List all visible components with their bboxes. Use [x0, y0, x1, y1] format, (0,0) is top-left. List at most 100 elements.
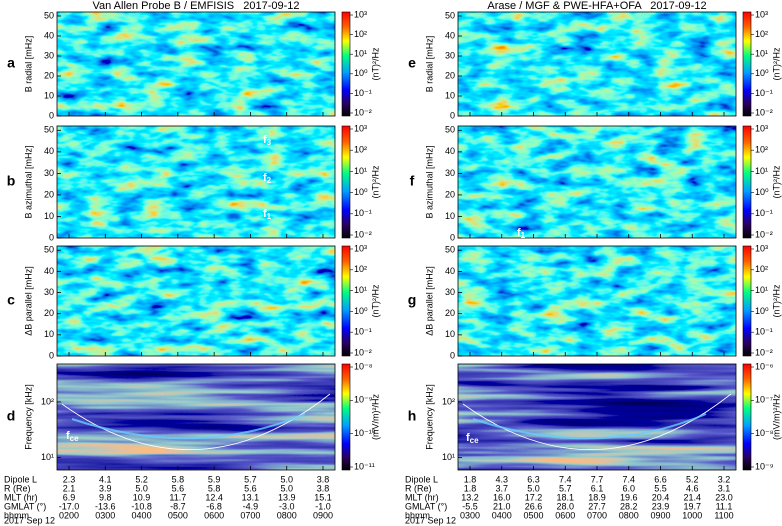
y-tick-label: 0 — [450, 232, 455, 242]
y-axis-label: B radial [mHz] — [23, 36, 33, 93]
ephemeris-label: hhmm — [405, 510, 430, 520]
annotation-base: f — [466, 432, 470, 444]
spectrogram — [458, 126, 736, 238]
ephemeris-value: 5.0 — [135, 483, 148, 493]
ephemeris-value: 5.5 — [654, 483, 667, 493]
ephemeris-value: 0600 — [555, 510, 575, 520]
y-tick-label: 40 — [44, 146, 54, 156]
colorbar — [742, 125, 752, 239]
y-tick-label: 10² — [41, 396, 54, 406]
y-tick-label: 30 — [44, 287, 54, 297]
y-tick-label: 40 — [44, 30, 54, 40]
panel-letter: g — [408, 292, 417, 308]
ephemeris-value: 5.8 — [208, 483, 221, 493]
colorbar-tick-label: 10⁰ — [354, 306, 368, 316]
ephemeris-value: -4.9 — [243, 501, 259, 511]
ephemeris-value: 10.9 — [133, 492, 151, 502]
y-tick-label: 30 — [445, 287, 455, 297]
ephemeris-value: 16.0 — [493, 492, 511, 502]
ephemeris-value: 13.9 — [278, 492, 296, 502]
ephemeris-value: 5.9 — [208, 474, 221, 484]
ephemeris-value: 7.7 — [591, 474, 604, 484]
annotation-sub: 2 — [267, 176, 272, 185]
ephemeris-value: 5.6 — [244, 483, 257, 493]
y-tick-label: 50 — [44, 125, 54, 135]
ephemeris-value: 4.6 — [686, 483, 699, 493]
y-axis-label: B radial [mHz] — [424, 36, 434, 93]
colorbar-tick-label: 10⁻⁹ — [755, 461, 774, 471]
ephemeris-value: 0800 — [277, 510, 297, 520]
colorbar-label: (nT)²/Hz — [771, 47, 781, 80]
colorbar-tick-label: 10² — [354, 264, 367, 274]
ephemeris-value: 18.1 — [556, 492, 574, 502]
ephemeris-value: -8.7 — [170, 501, 186, 511]
emission-band — [71, 413, 306, 440]
ephemeris-value: 28.2 — [620, 501, 638, 511]
colorbar-tick-label: 10⁻² — [354, 229, 372, 239]
ephemeris-value: 2.1 — [63, 483, 76, 493]
ephemeris-value: 3.1 — [718, 483, 731, 493]
ephemeris-value: 1.8 — [464, 474, 477, 484]
colorbar-tick-label: 10¹ — [755, 285, 768, 295]
ephemeris-value: 0200 — [59, 510, 79, 520]
annotation-base: f — [263, 134, 267, 146]
spectrogram — [458, 12, 736, 116]
ephemeris-value: -5.5 — [462, 501, 478, 511]
y-tick-label: 40 — [445, 146, 455, 156]
colorbar-tick-label: 10⁻¹ — [755, 88, 773, 98]
ephemeris-value: 15.1 — [314, 492, 332, 502]
annotation-sub: ce — [470, 436, 479, 445]
ephemeris-value: -6.8 — [206, 501, 222, 511]
colorbar-tick-label: 10⁻¹ — [354, 327, 372, 337]
y-tick-label: 20 — [445, 308, 455, 318]
y-axis-label: Frequency [kHz] — [424, 384, 434, 450]
ephemeris-label: R (Re) — [405, 483, 432, 493]
annotation: fce — [66, 430, 79, 443]
ephemeris-date: 2017 Sep 12 — [405, 515, 456, 525]
column-title: Van Allen Probe B / EMFISIS 2017-09-12 — [92, 0, 299, 12]
panel-letter: f — [410, 173, 415, 189]
colorbar-tick-label: 10⁻² — [354, 347, 372, 357]
ephemeris-value: 1100 — [714, 510, 733, 520]
ephemeris-label: MLT (hr) — [405, 492, 439, 502]
spectrogram — [57, 364, 335, 470]
y-tick-label: 0 — [450, 350, 455, 360]
ephemeris-value: 6.9 — [63, 492, 76, 502]
ephemeris-value: -13.6 — [95, 501, 116, 511]
colorbar-tick-label: 10² — [755, 264, 768, 274]
y-axis-label: B azimuthal [mHz] — [23, 145, 33, 218]
colorbar-label: (nT)²/Hz — [771, 165, 781, 198]
colorbar-label: (nT)²/Hz — [370, 165, 380, 198]
ephemeris-value: 3.8 — [317, 474, 330, 484]
column-title: Arase / MGF & PWE-HFA+OFA 2017-09-12 — [487, 0, 706, 12]
ephemeris-value: 2.3 — [63, 474, 76, 484]
ephemeris-value: 23.9 — [652, 501, 670, 511]
colorbar-label: (nT)²/Hz — [771, 284, 781, 317]
y-tick-label: 50 — [445, 10, 455, 20]
colorbar — [341, 363, 351, 471]
ephemeris-value: 6.0 — [622, 483, 635, 493]
annotation-base: f — [263, 208, 267, 220]
colorbar-tick-label: 10⁰ — [755, 68, 769, 78]
ephemeris-value: 0900 — [313, 510, 333, 520]
panel-letter: e — [408, 55, 416, 71]
colorbar-tick-label: 10⁻¹ — [354, 208, 372, 218]
ephemeris-value: 5.0 — [527, 483, 540, 493]
ephemeris-value: 5.2 — [686, 474, 699, 484]
colorbar-tick-label: 10⁰ — [755, 306, 769, 316]
colorbar-tick-label: 10⁻² — [755, 107, 773, 117]
y-tick-label: 20 — [44, 189, 54, 199]
colorbar-tick-label: 10⁻⁹ — [354, 395, 373, 405]
colorbar-label: (mV/m)²/Hz — [370, 394, 380, 440]
ephemeris-value: 23.0 — [715, 492, 733, 502]
ephemeris-value: -3.0 — [279, 501, 295, 511]
panel-letter: h — [408, 408, 417, 424]
ephemeris-value: 0800 — [619, 510, 639, 520]
colorbar — [341, 245, 351, 357]
y-tick-label: 40 — [445, 30, 455, 40]
colorbar-tick-label: 10⁻⁸ — [354, 361, 373, 371]
panel-letter: b — [7, 173, 16, 189]
colorbar — [341, 11, 351, 117]
y-tick-label: 10¹ — [41, 452, 54, 462]
colorbar-label: (nT)²/Hz — [370, 284, 380, 317]
